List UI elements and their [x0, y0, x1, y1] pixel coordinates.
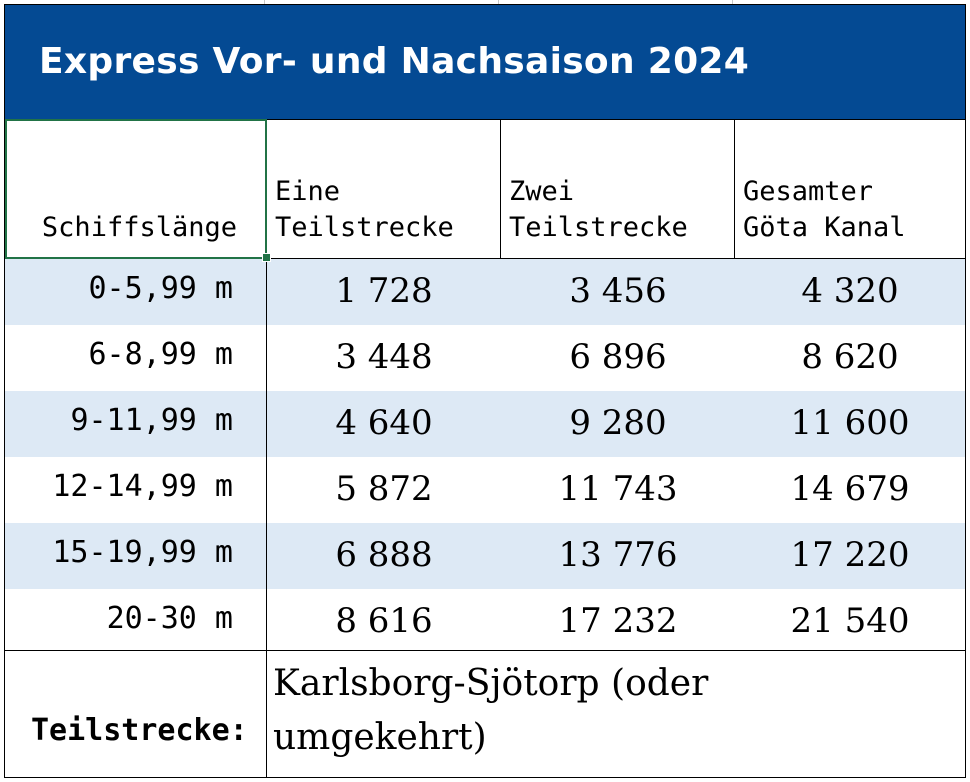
- value-two: 17 232: [558, 601, 678, 641]
- value-two: 3 456: [569, 271, 667, 311]
- fill-handle[interactable]: [262, 253, 271, 262]
- row-length: 9-11,99 m: [70, 403, 233, 438]
- row-length: 15-19,99 m: [52, 535, 233, 570]
- table-row[interactable]: 0-5,99 m 1 728 3 456 4 320: [5, 259, 965, 325]
- footer-route-text: Karlsborg-Sjötorp (oder umgekehrt): [273, 663, 709, 758]
- value-one: 6 888: [335, 535, 433, 575]
- table-row[interactable]: 6-8,99 m 3 448 6 896 8 620: [5, 325, 965, 391]
- footer-label: Teilstrecke:: [31, 713, 248, 748]
- column-divider: [266, 120, 267, 777]
- header-two-line2: Teilstrecke: [509, 212, 688, 243]
- spreadsheet-gridlines: [0, 0, 970, 4]
- title-bar: Express Vor- und Nachsaison 2024: [5, 5, 965, 120]
- header-eine-teilstrecke[interactable]: Eine Teilstrecke: [267, 120, 501, 258]
- value-one: 1 728: [335, 271, 433, 311]
- header-one-line1: Eine: [275, 176, 341, 207]
- header-all-line2: Göta Kanal: [743, 212, 906, 243]
- value-one: 4 640: [335, 403, 433, 443]
- value-all: 11 600: [790, 403, 910, 443]
- table-row[interactable]: 20-30 m 8 616 17 232 21 540: [5, 589, 965, 655]
- column-divider: [500, 120, 501, 258]
- value-all: 14 679: [790, 469, 910, 509]
- value-all: 21 540: [790, 601, 910, 641]
- header-one-line2: Teilstrecke: [275, 212, 454, 243]
- header-zwei-teilstrecke[interactable]: Zwei Teilstrecke: [501, 120, 735, 258]
- row-length: 12-14,99 m: [52, 469, 233, 504]
- value-two: 6 896: [569, 337, 667, 377]
- cell-selection-outline: [5, 119, 267, 259]
- footer-top-border: [5, 650, 965, 651]
- table-row[interactable]: 9-11,99 m 4 640 9 280 11 600: [5, 391, 965, 457]
- header-all-line1: Gesamter: [743, 176, 874, 207]
- value-all: 8 620: [801, 337, 899, 377]
- header-gesamter-goeta-kanal[interactable]: Gesamter Göta Kanal: [735, 120, 965, 258]
- value-two: 11 743: [558, 469, 678, 509]
- header-length-label: Schiffslänge: [41, 212, 237, 243]
- value-one: 3 448: [335, 337, 433, 377]
- table-row[interactable]: 12-14,99 m 5 872 11 743 14 679: [5, 457, 965, 523]
- header-schiffslaenge[interactable]: Schiffslänge: [5, 120, 267, 258]
- value-all: 4 320: [801, 271, 899, 311]
- value-all: 17 220: [790, 535, 910, 575]
- table-row[interactable]: 15-19,99 m 6 888 13 776 17 220: [5, 523, 965, 589]
- price-table: Express Vor- und Nachsaison 2024 Schiffs…: [4, 4, 966, 778]
- header-bottom-border: [5, 258, 965, 259]
- row-length: 6-8,99 m: [88, 337, 234, 372]
- row-length: 0-5,99 m: [88, 271, 234, 306]
- header-two-line1: Zwei: [509, 176, 575, 207]
- row-length: 20-30 m: [106, 601, 233, 636]
- table-title: Express Vor- und Nachsaison 2024: [39, 41, 750, 82]
- column-divider: [734, 120, 735, 258]
- value-two: 13 776: [558, 535, 678, 575]
- value-two: 9 280: [569, 403, 667, 443]
- value-one: 8 616: [335, 601, 433, 641]
- value-one: 5 872: [335, 469, 433, 509]
